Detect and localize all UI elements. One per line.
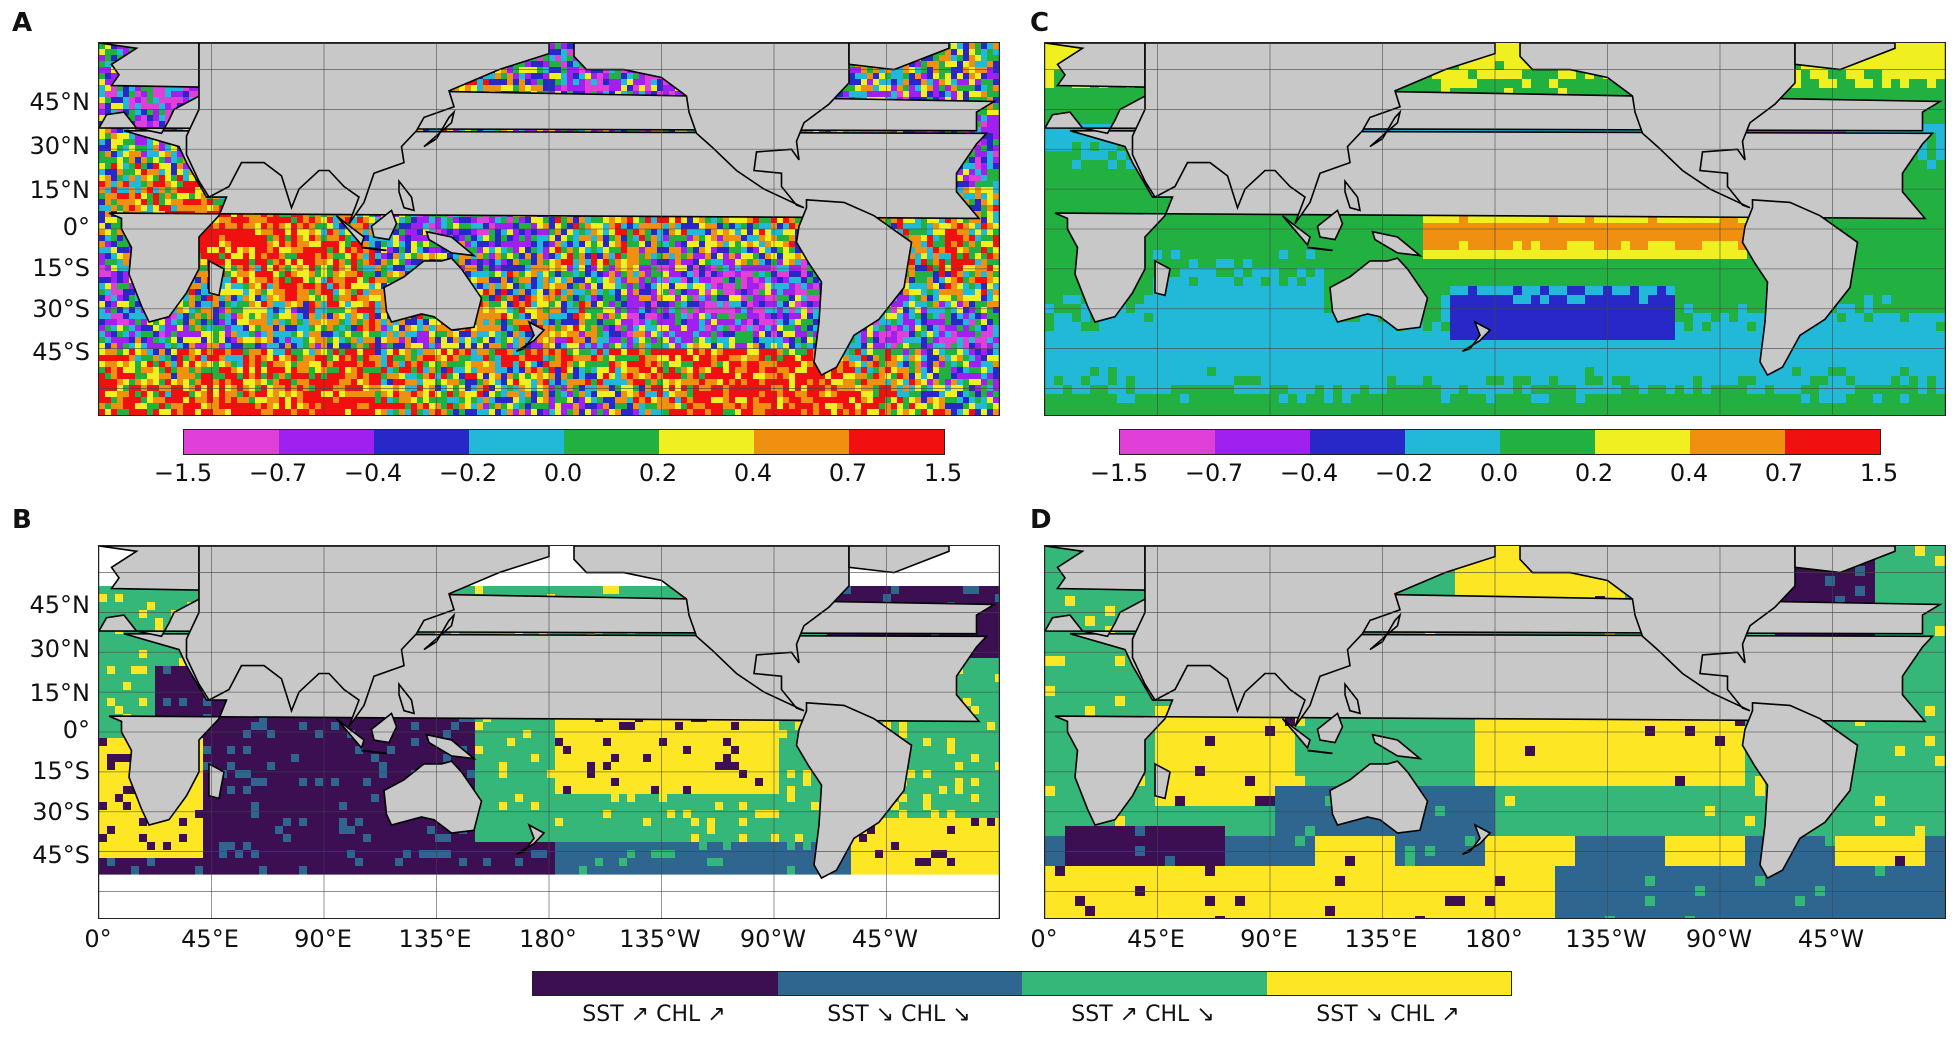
category-label: SST ↗ CHL ↘ — [1071, 1002, 1214, 1027]
panel-letter-d: D — [1030, 505, 1052, 535]
lat-label: 45°N — [20, 88, 91, 116]
colorbar-segment — [1500, 430, 1595, 454]
category-label: SST ↘ CHL ↗ — [1316, 1002, 1459, 1027]
lon-label: 0° — [1030, 925, 1057, 953]
colorbar-segment — [754, 430, 849, 454]
lon-label: 45°W — [852, 925, 918, 953]
category-swatch — [533, 972, 778, 995]
colorbar-a — [183, 429, 945, 455]
lat-label: 15°S — [20, 254, 90, 282]
colorbar-segment — [1120, 430, 1215, 454]
lat-label: 15°S — [20, 757, 90, 785]
colorbar-tick-label: 0.4 — [1670, 459, 1708, 487]
lat-label: 15°N — [20, 176, 91, 204]
panel-letter-c: C — [1030, 8, 1049, 38]
lat-label: 30°N — [20, 635, 91, 663]
lon-label: 90°E — [1240, 925, 1298, 953]
lon-label: 90°W — [740, 925, 806, 953]
colorbar-tick-label: 1.5 — [924, 459, 962, 487]
colorbar-tick-label: 0.2 — [639, 459, 677, 487]
lon-label: 90°E — [294, 925, 352, 953]
colorbar-c — [1119, 429, 1881, 455]
lon-label: 0° — [84, 925, 111, 953]
lon-label: 135°W — [1565, 925, 1647, 953]
colorbar-tick-label: −0.7 — [249, 459, 307, 487]
category-swatch — [1266, 972, 1511, 995]
colorbar-segment — [1310, 430, 1405, 454]
colorbar-tick-label: 0.0 — [1480, 459, 1518, 487]
colorbar-segment — [659, 430, 754, 454]
colorbar-segment — [1595, 430, 1690, 454]
colorbar-segment — [564, 430, 659, 454]
lon-label: 45°W — [1798, 925, 1864, 953]
lat-label: 30°S — [20, 295, 90, 323]
lat-label: 30°N — [20, 132, 91, 160]
lon-label: 90°W — [1686, 925, 1752, 953]
colorbar-segment — [469, 430, 564, 454]
colorbar-segment — [1405, 430, 1500, 454]
colorbar-tick-label: −0.2 — [1375, 459, 1433, 487]
colorbar-segment — [1215, 430, 1310, 454]
category-colorbar — [532, 971, 1512, 996]
category-label: SST ↘ CHL ↘ — [827, 1002, 970, 1027]
lat-label: 45°S — [20, 338, 90, 366]
colorbar-tick-label: 1.5 — [1860, 459, 1898, 487]
lat-label: 30°S — [20, 798, 90, 826]
colorbar-tick-label: −1.5 — [154, 459, 212, 487]
lon-label: 45°E — [1127, 925, 1185, 953]
lon-label: 180° — [519, 925, 577, 953]
category-swatch — [777, 972, 1022, 995]
colorbar-tick-label: −0.4 — [1280, 459, 1338, 487]
map-panel-c — [1044, 42, 1946, 416]
map-panel-b — [98, 545, 1000, 919]
lat-label: 0° — [20, 213, 90, 241]
lat-label: 45°N — [20, 591, 91, 619]
lon-label: 180° — [1465, 925, 1523, 953]
lon-label: 135°E — [399, 925, 472, 953]
colorbar-tick-label: 0.0 — [544, 459, 582, 487]
colorbar-segment — [184, 430, 279, 454]
colorbar-segment — [1690, 430, 1785, 454]
panel-letter-a: A — [12, 8, 32, 38]
lon-label: 135°E — [1345, 925, 1418, 953]
colorbar-segment — [849, 430, 944, 454]
colorbar-segment — [279, 430, 374, 454]
colorbar-tick-label: 0.2 — [1575, 459, 1613, 487]
colorbar-tick-label: 0.4 — [734, 459, 772, 487]
category-swatch — [1022, 972, 1267, 995]
category-label: SST ↗ CHL ↗ — [582, 1002, 725, 1027]
lat-label: 0° — [20, 716, 90, 744]
colorbar-tick-label: 0.7 — [829, 459, 867, 487]
colorbar-segment — [374, 430, 469, 454]
colorbar-tick-label: 0.7 — [1765, 459, 1803, 487]
map-panel-d — [1044, 545, 1946, 919]
lat-label: 45°S — [20, 841, 90, 869]
lon-label: 135°W — [619, 925, 701, 953]
panel-letter-b: B — [12, 505, 32, 535]
lat-label: 15°N — [20, 679, 91, 707]
map-panel-a — [98, 42, 1000, 416]
colorbar-tick-label: −0.4 — [344, 459, 402, 487]
colorbar-tick-label: −0.2 — [439, 459, 497, 487]
lon-label: 45°E — [181, 925, 239, 953]
colorbar-segment — [1785, 430, 1880, 454]
colorbar-tick-label: −0.7 — [1185, 459, 1243, 487]
colorbar-tick-label: −1.5 — [1090, 459, 1148, 487]
